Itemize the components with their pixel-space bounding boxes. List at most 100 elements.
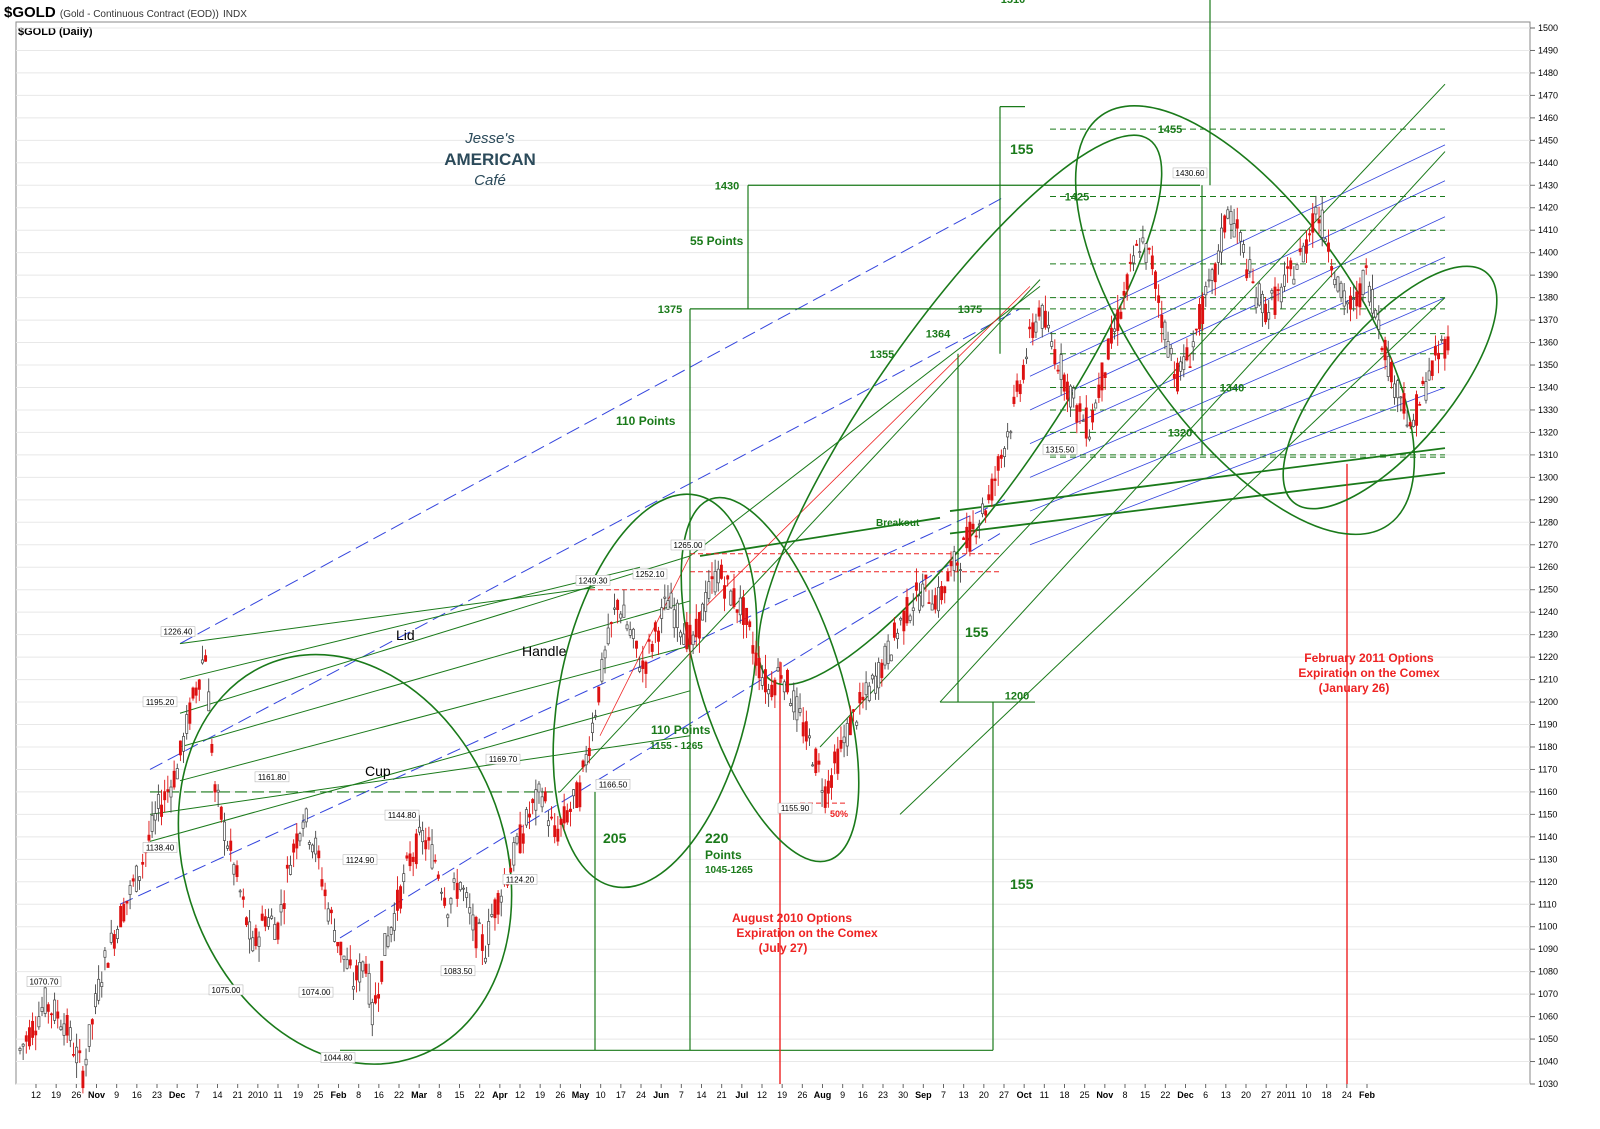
candle-body [1411, 419, 1415, 427]
candle-body [254, 928, 258, 947]
candle-body [468, 907, 472, 914]
green-fan-line [149, 735, 691, 815]
candle-body [647, 639, 651, 642]
candle-body [84, 1058, 88, 1066]
candle-body [1415, 394, 1418, 426]
price-label-box [575, 575, 611, 586]
x-tick-label: 8 [1122, 1090, 1127, 1100]
candle-body [1128, 261, 1132, 264]
candle-body [521, 833, 525, 844]
green-trend-line [899, 297, 1446, 815]
candle-body [1166, 341, 1170, 358]
y-tick-label: 1390 [1538, 270, 1558, 280]
chart-header: $GOLD (Gold - Continuous Contract (EOD))… [4, 4, 247, 21]
y-tick-label: 1250 [1538, 585, 1558, 595]
candle-body [823, 786, 827, 808]
x-tick-label: 21 [717, 1090, 727, 1100]
candle-body [1075, 405, 1079, 423]
candle-body [518, 824, 522, 854]
candle-body [1408, 422, 1412, 427]
candle-body [380, 960, 384, 982]
candle-body [235, 865, 239, 878]
candle-body [260, 913, 264, 921]
x-tick-label: Apr [492, 1090, 508, 1100]
price-label-box [384, 809, 420, 821]
candle-body [1371, 289, 1374, 314]
green-trend-line [819, 83, 1446, 748]
candle-body [1380, 347, 1384, 351]
candle-body [87, 1024, 91, 1047]
candle-body [537, 783, 541, 793]
label-220: 220 [705, 830, 729, 846]
candle-body [795, 696, 799, 721]
label-55-points: 55 Points [690, 234, 744, 248]
x-tick-label: Oct [1017, 1090, 1032, 1100]
candle-body [1084, 407, 1088, 439]
candle-body [543, 791, 547, 802]
candle-body [663, 596, 667, 599]
candle-body [172, 770, 176, 788]
candle-body [1223, 215, 1227, 233]
candle-body [754, 652, 758, 666]
x-tick-label: 22 [394, 1090, 404, 1100]
candle-body [568, 808, 572, 812]
candle-body [138, 876, 141, 881]
candle-body [103, 950, 107, 958]
x-axis: 12 19 26 Nov 9 16 23 Dec 7 14 21 2010 11 19 25 Feb 8 16 22… [31, 1084, 1375, 1100]
candle-body [1386, 356, 1390, 377]
x-tick-label: 11 [1040, 1090, 1049, 1100]
candle-body [433, 859, 437, 862]
price-label-box [485, 753, 521, 765]
candle-body [1065, 381, 1069, 400]
aug-expiry-line1: August 2010 Options [732, 911, 852, 925]
candle-body [156, 794, 160, 809]
candle-body [333, 930, 336, 942]
candle-body [499, 895, 503, 903]
price-label: 1124.90 [346, 856, 375, 865]
y-tick-label: 1240 [1538, 607, 1558, 617]
level-label: 1340 [1220, 382, 1244, 394]
candle-body [993, 478, 997, 481]
candle-body [78, 1050, 82, 1054]
candle-body [1154, 271, 1157, 289]
candle-body [509, 867, 513, 873]
candle-body [440, 891, 443, 894]
candle-body [685, 622, 689, 650]
candle-body [1157, 295, 1161, 303]
candle-body [556, 828, 560, 842]
candles [18, 195, 1450, 1094]
americana-logo: Jesse's AMERICAN Café [444, 130, 536, 189]
x-tick-label: 23 [152, 1090, 162, 1100]
candle-body [1216, 250, 1220, 263]
candle-body [304, 808, 308, 823]
candle-body [1427, 370, 1431, 381]
candle-body [1402, 393, 1406, 414]
y-tick-label: 1320 [1538, 427, 1558, 437]
x-tick-label: Dec [169, 1090, 186, 1100]
candle-body [1160, 314, 1164, 328]
candle-body [1421, 380, 1425, 385]
candle-body [1267, 312, 1271, 320]
y-tick-label: 1460 [1538, 113, 1558, 123]
candle-body [653, 622, 657, 632]
candle-body [710, 576, 714, 580]
candle-body [622, 604, 626, 618]
candle-body [899, 618, 903, 621]
candle-body [1103, 372, 1107, 378]
candle-body [575, 782, 579, 809]
candle-body [1308, 233, 1312, 236]
candle-body [638, 667, 642, 672]
candle-body [745, 607, 749, 625]
candle-body [1276, 289, 1280, 291]
candle-body [18, 1048, 22, 1051]
candle-body [383, 933, 387, 957]
candle-body [688, 624, 692, 645]
label-220-range: 1045-1265 [705, 865, 753, 876]
handle-label: Handle [522, 643, 567, 659]
candle-body [1116, 309, 1120, 331]
candle-body [1188, 366, 1192, 369]
candle-body [458, 881, 462, 891]
candle-body [786, 669, 789, 693]
candle-body [1015, 380, 1019, 392]
x-tick-label: 27 [999, 1090, 1009, 1100]
